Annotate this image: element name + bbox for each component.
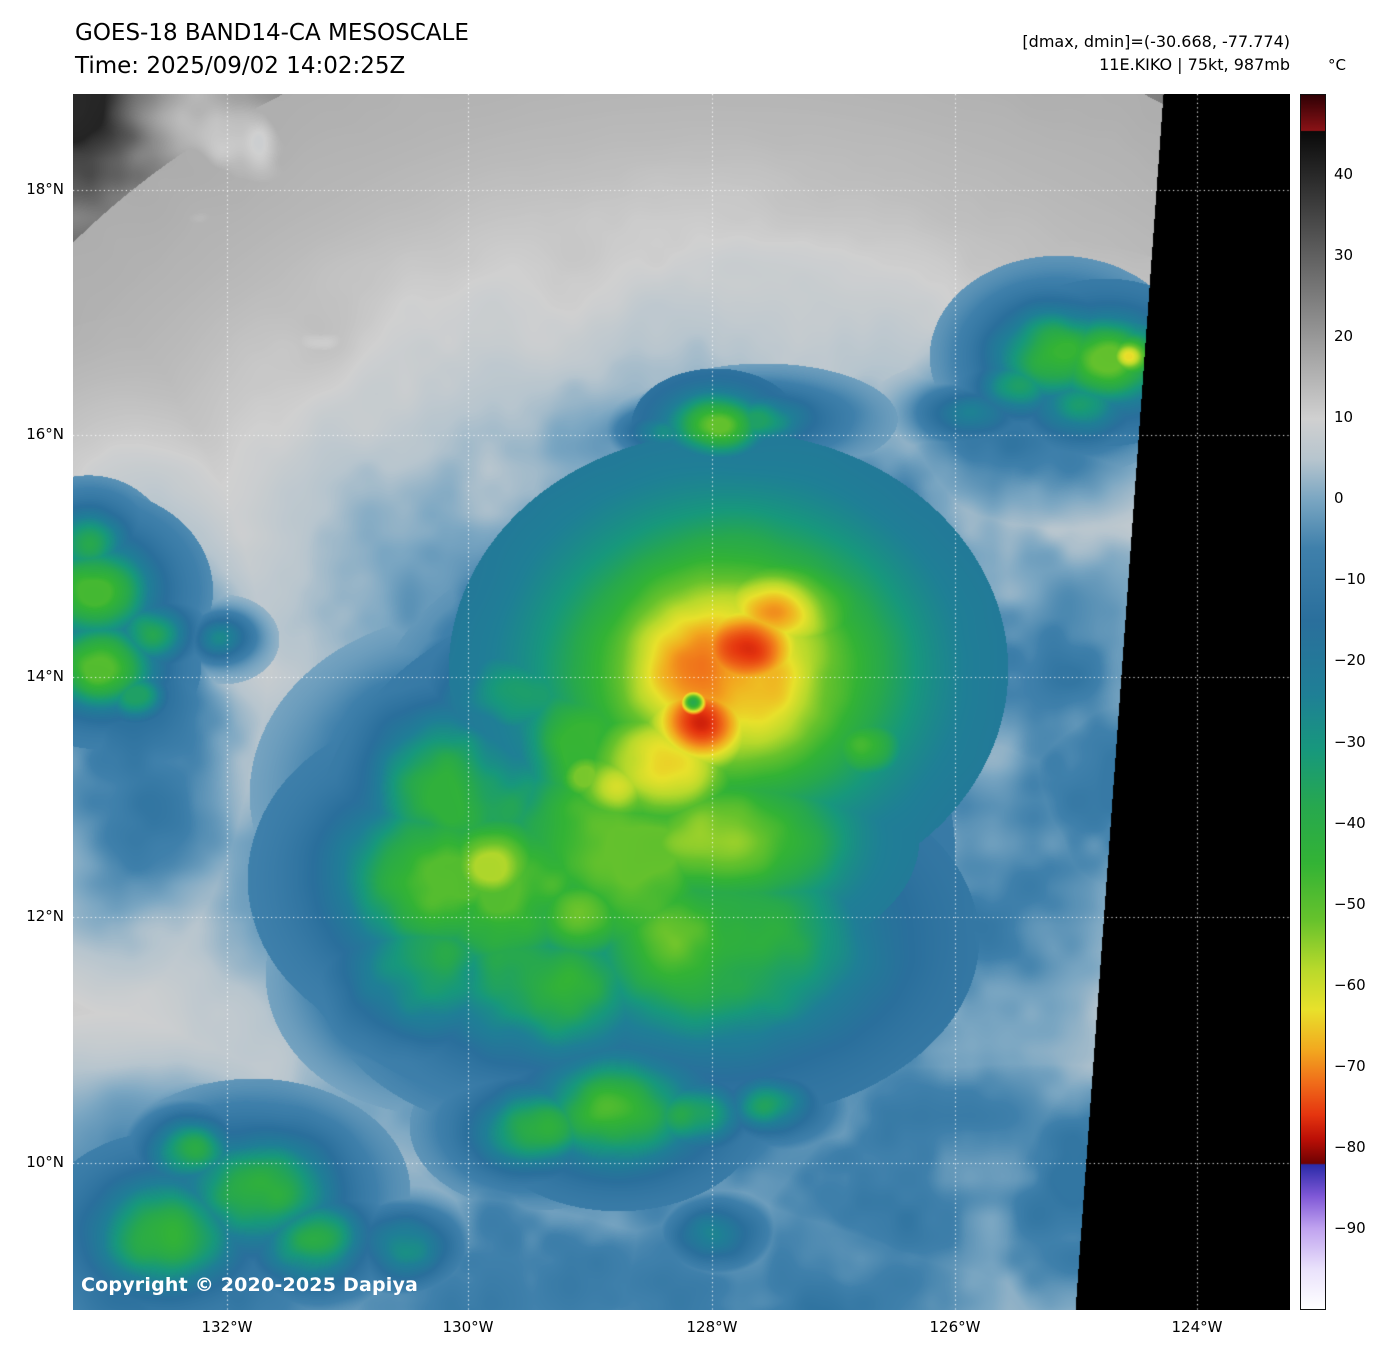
lat-label: 10°N — [26, 1153, 64, 1171]
colorbar-tick-label: −20 — [1334, 651, 1366, 670]
lat-label: 14°N — [26, 667, 64, 685]
lon-label: 126°W — [929, 1318, 981, 1336]
meta-block: [dmax, dmin]=(-30.668, -77.774) 11E.KIKO… — [1022, 30, 1290, 76]
lon-label: 130°W — [442, 1318, 494, 1336]
colorbar-tick-label: −10 — [1334, 570, 1366, 589]
colorbar-tick-label: −70 — [1334, 1056, 1366, 1075]
colorbar-tick-label: −30 — [1334, 732, 1366, 751]
colorbar-tick-label: −90 — [1334, 1218, 1366, 1237]
lat-label: 18°N — [26, 180, 64, 198]
storm-info: 11E.KIKO | 75kt, 987mb — [1099, 55, 1290, 74]
colorbar-tick-label: 10 — [1334, 408, 1354, 427]
lat-label: 12°N — [26, 907, 64, 925]
colorbar-unit-label: °C — [1328, 56, 1346, 74]
satellite-map: Copyright © 2020-2025 Dapiya — [73, 94, 1290, 1310]
colorbar-tick-label: −80 — [1334, 1137, 1366, 1156]
lon-label: 124°W — [1171, 1318, 1223, 1336]
colorbar-tick-label: 0 — [1334, 489, 1344, 508]
timestamp: Time: 2025/09/02 14:02:25Z — [75, 53, 406, 79]
satellite-canvas — [73, 94, 1290, 1310]
colorbar-tick-label: −50 — [1334, 894, 1366, 913]
colorbar-tick-label: −40 — [1334, 813, 1366, 832]
dmax-dmin-readout: [dmax, dmin]=(-30.668, -77.774) — [1022, 32, 1290, 51]
colorbar-tick-label: −60 — [1334, 975, 1366, 994]
copyright: Copyright © 2020-2025 Dapiya — [81, 1274, 419, 1296]
lon-label: 132°W — [201, 1318, 253, 1336]
lat-label: 16°N — [26, 425, 64, 443]
colorbar-tick-label: 40 — [1334, 165, 1354, 184]
page-title: GOES-18 BAND14-CA MESOSCALE — [75, 20, 469, 46]
colorbar-tick-label: 30 — [1334, 246, 1354, 265]
colorbar — [1300, 94, 1326, 1310]
lon-label: 128°W — [686, 1318, 738, 1336]
colorbar-tick-label: 20 — [1334, 327, 1354, 346]
